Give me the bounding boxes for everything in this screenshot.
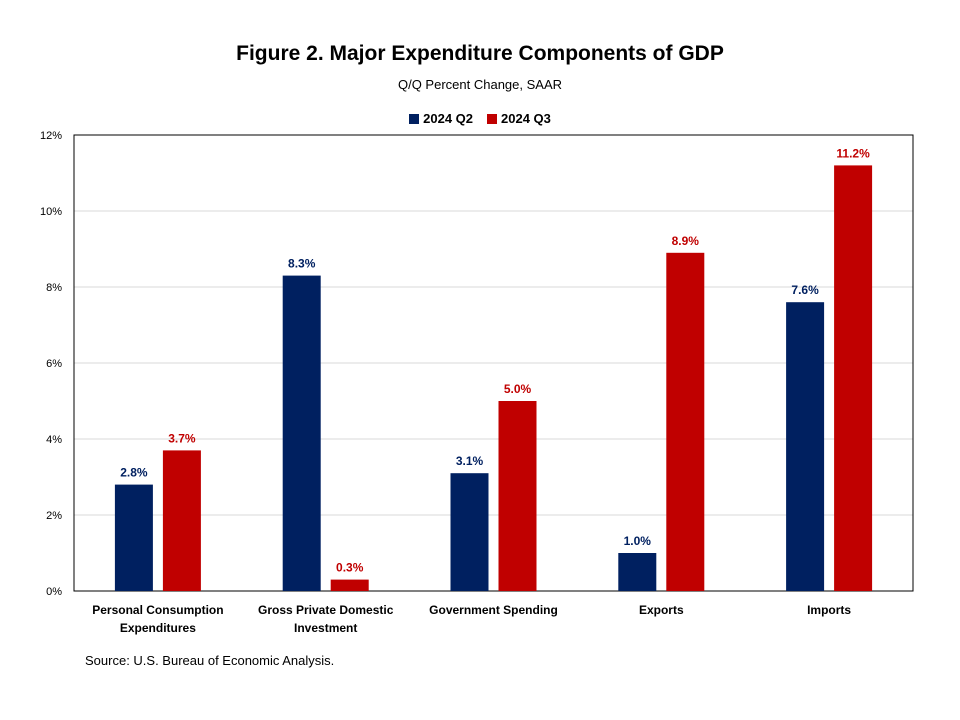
bar <box>786 302 825 591</box>
bar <box>498 401 537 591</box>
legend-swatch-q3 <box>487 113 497 124</box>
x-tick-label: Government Spending <box>429 603 558 617</box>
legend-label-q2: 2024 Q2 <box>423 111 473 126</box>
data-label: 5.0% <box>504 382 532 396</box>
bar <box>282 275 321 591</box>
legend-item-q3: 2024 Q3 <box>487 111 551 126</box>
y-tick-label: 4% <box>46 434 62 446</box>
bar <box>450 473 489 591</box>
data-label: 11.2% <box>836 146 870 160</box>
data-label: 8.3% <box>288 257 316 271</box>
data-label: 7.6% <box>791 283 819 297</box>
data-label: 1.0% <box>624 534 652 548</box>
legend-swatch-q2 <box>409 113 420 124</box>
bar <box>162 450 201 591</box>
x-tick-label: Gross Private Domestic <box>258 603 394 617</box>
y-tick-label: 2% <box>46 510 62 522</box>
x-tick-label: Exports <box>639 603 684 617</box>
bar <box>618 553 657 591</box>
chart-subtitle: Q/Q Percent Change, SAAR <box>397 77 563 92</box>
source-note: Source: U.S. Bureau of Economic Analysis… <box>85 653 335 668</box>
data-label: 2.8% <box>120 466 148 480</box>
data-label: 0.3% <box>336 561 364 575</box>
plot-border <box>73 134 914 592</box>
y-tick-label: 10% <box>40 206 62 218</box>
y-tick-label: 12% <box>40 130 62 142</box>
legend-label-q3: 2024 Q3 <box>501 111 551 126</box>
bar <box>330 579 369 591</box>
x-tick-label: Expenditures <box>120 621 196 635</box>
bar <box>666 252 705 592</box>
x-tick-label: Personal Consumption <box>92 603 223 617</box>
x-tick-label: Imports <box>807 603 851 617</box>
y-tick-label: 6% <box>46 358 62 370</box>
chart-title: Figure 2. Major Expenditure Components o… <box>236 42 724 65</box>
bar <box>114 484 153 591</box>
data-label: 3.1% <box>456 454 484 468</box>
x-tick-label: Investment <box>294 621 357 635</box>
y-tick-label: 0% <box>46 586 62 598</box>
legend-item-q2: 2024 Q2 <box>409 111 473 126</box>
data-label: 8.9% <box>672 234 700 248</box>
chart-legend: 2024 Q2 2024 Q3 <box>0 111 960 126</box>
y-tick-label: 8% <box>46 282 62 294</box>
data-label: 3.7% <box>168 431 196 445</box>
bar <box>834 165 873 591</box>
